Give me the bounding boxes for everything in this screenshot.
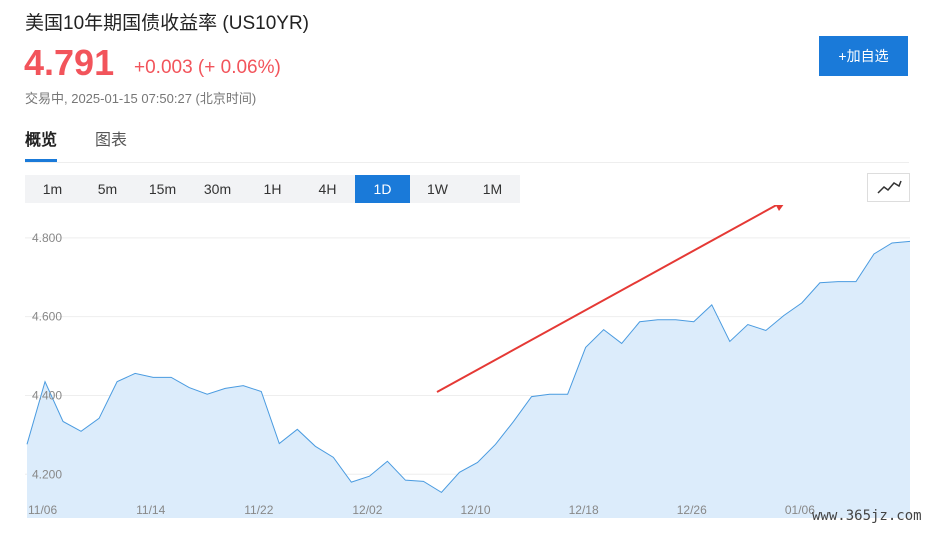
tab[interactable]: 概览 <box>25 128 58 162</box>
range-button[interactable]: 1m <box>42 181 63 197</box>
x-tick-label: 12/02 <box>352 503 382 517</box>
y-tick-label: 4.600 <box>32 310 62 324</box>
annotation-arrow <box>436 205 779 393</box>
price: 4.791 <box>24 42 115 83</box>
y-tick-label: 4.400 <box>32 388 62 402</box>
x-tick-label: 01/06 <box>785 503 815 517</box>
range-button[interactable]: 15m <box>148 181 177 197</box>
range-selector: 1m 5m 15m 30m 1H 4H 1D 1W 1M <box>25 175 520 203</box>
area <box>27 241 910 518</box>
y-tick-label: 4.800 <box>32 231 62 245</box>
range-button[interactable]: 1M <box>482 181 503 197</box>
change: +0.003 (+ 0.06%) <box>134 57 281 78</box>
tab[interactable]: 图表 <box>95 132 128 149</box>
status: 交易中, 2025-01-15 07:50:27 (北京时间) <box>25 91 257 106</box>
chart-type-button[interactable] <box>867 173 910 202</box>
add-watchlist-button[interactable]: +加自选 <box>819 36 908 76</box>
x-tick-label: 11/22 <box>244 503 273 517</box>
watermark: www.365jz.com <box>812 508 922 524</box>
range-button[interactable]: 1D <box>355 175 410 203</box>
x-tick-label: 11/14 <box>136 503 165 517</box>
chart-icon <box>877 180 902 194</box>
x-tick-label: 12/18 <box>569 503 599 517</box>
range-button[interactable]: 5m <box>97 181 118 197</box>
x-tick-label: 12/26 <box>677 503 707 517</box>
range-button[interactable]: 4H <box>318 181 337 197</box>
arrow-head <box>775 205 784 211</box>
line <box>26 240 911 494</box>
y-tick-label: 4.200 <box>32 467 62 481</box>
range-button[interactable]: 30m <box>203 181 232 197</box>
chart: 4.200 4.400 4.600 4.800 11/06 11/14 11/22 12/02… <box>25 205 911 518</box>
x-tick-label: 11/06 <box>28 503 57 517</box>
tabs: 概览 图表 <box>25 128 909 163</box>
range-button[interactable]: 1H <box>263 181 282 197</box>
x-tick-label: 12/10 <box>460 503 490 517</box>
title: 美国10年期国债收益率 (US10YR) <box>25 13 309 34</box>
range-button[interactable]: 1W <box>427 181 448 197</box>
